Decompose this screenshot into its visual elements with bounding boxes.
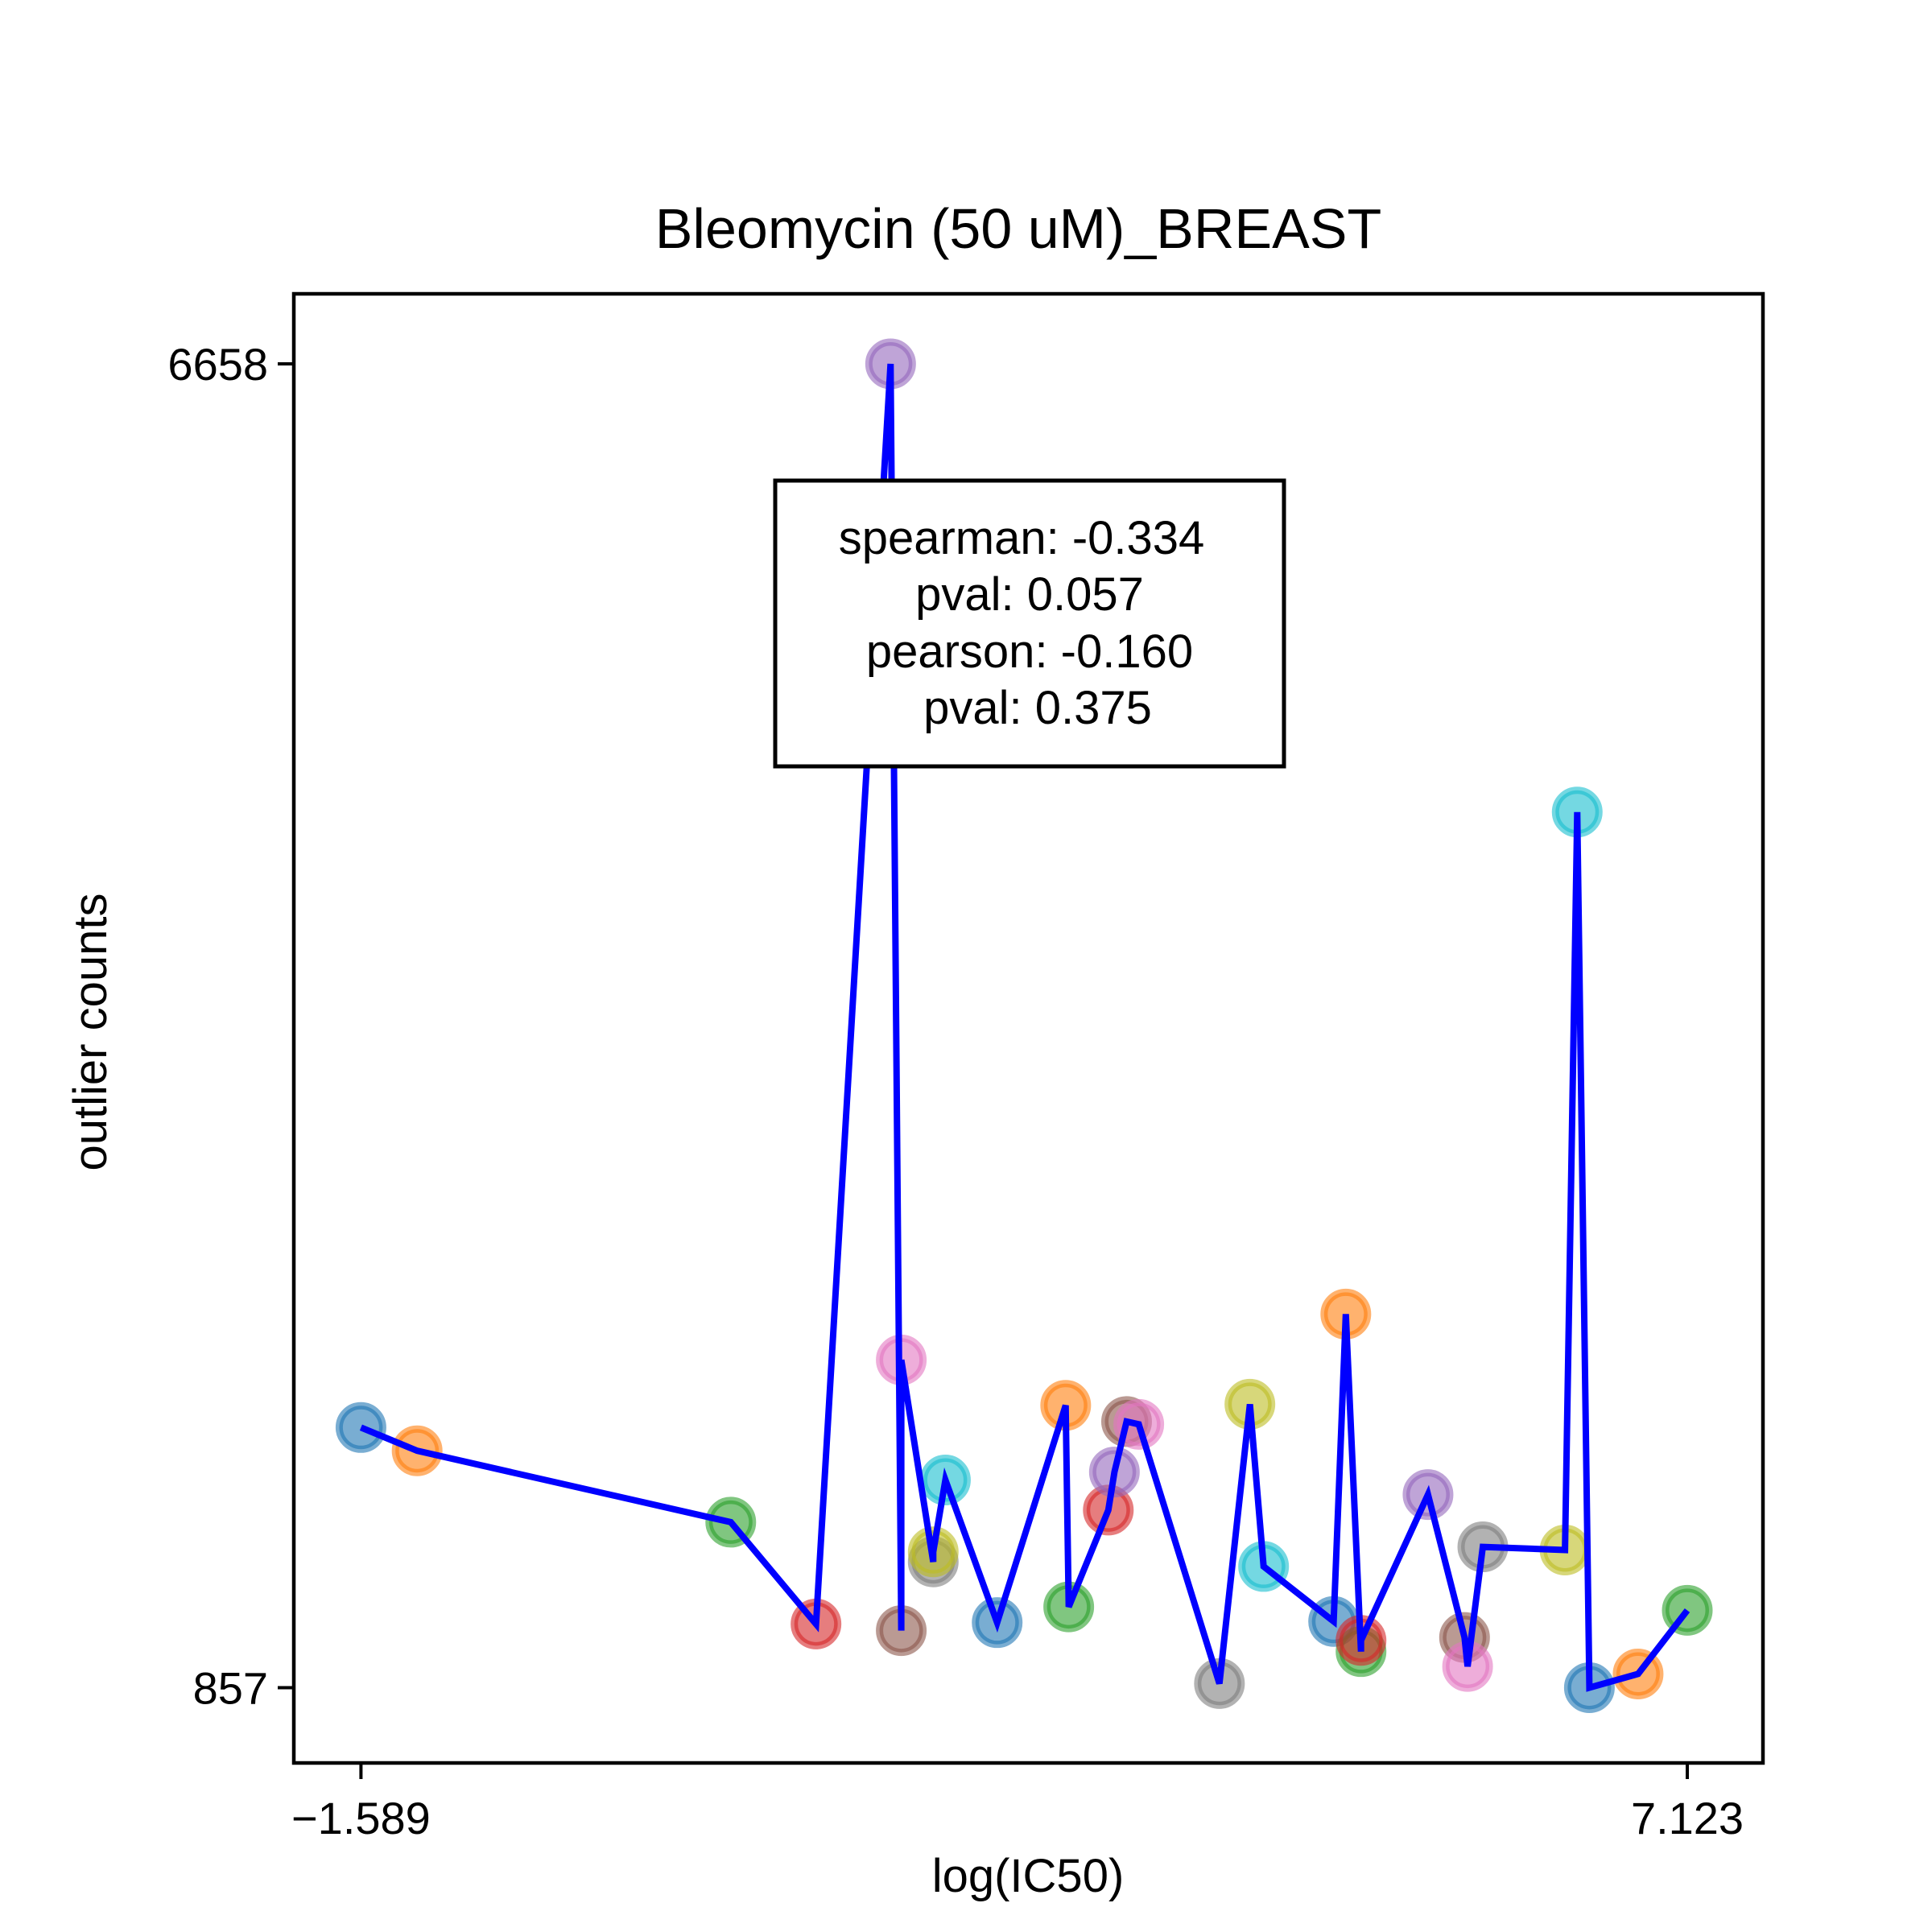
series-line <box>359 363 1690 1692</box>
x-tick-label-1: −1.589 <box>291 1793 431 1843</box>
x-axis-label: log(IC50) <box>932 1850 1125 1902</box>
plot-marks <box>335 338 1713 1713</box>
data-point-1 <box>335 1402 386 1453</box>
pearson-text: pearson: -0.160 <box>866 625 1193 678</box>
chart-title: Bleomycin (50 uM)_BREAST <box>655 197 1382 260</box>
stats-box: spearman: -0.334 pval: 0.057 pearson: -0… <box>773 478 1286 769</box>
y-tick-label-2: 6658 <box>167 339 268 390</box>
plot-frame <box>291 291 1765 1765</box>
x-tick-label-2: 7.123 <box>1631 1793 1744 1843</box>
y-axis: 857 6658 <box>167 339 294 1713</box>
stats-box-frame <box>773 478 1286 769</box>
y-tick-label-1: 857 <box>193 1662 268 1713</box>
x-axis: −1.589 7.123 <box>291 1763 1744 1843</box>
spearman-pval-text: pval: 0.057 <box>915 568 1144 621</box>
spearman-text: spearman: -0.334 <box>839 512 1205 564</box>
pearson-pval-text: pval: 0.375 <box>923 682 1152 734</box>
y-axis-label: outlier counts <box>64 894 117 1171</box>
